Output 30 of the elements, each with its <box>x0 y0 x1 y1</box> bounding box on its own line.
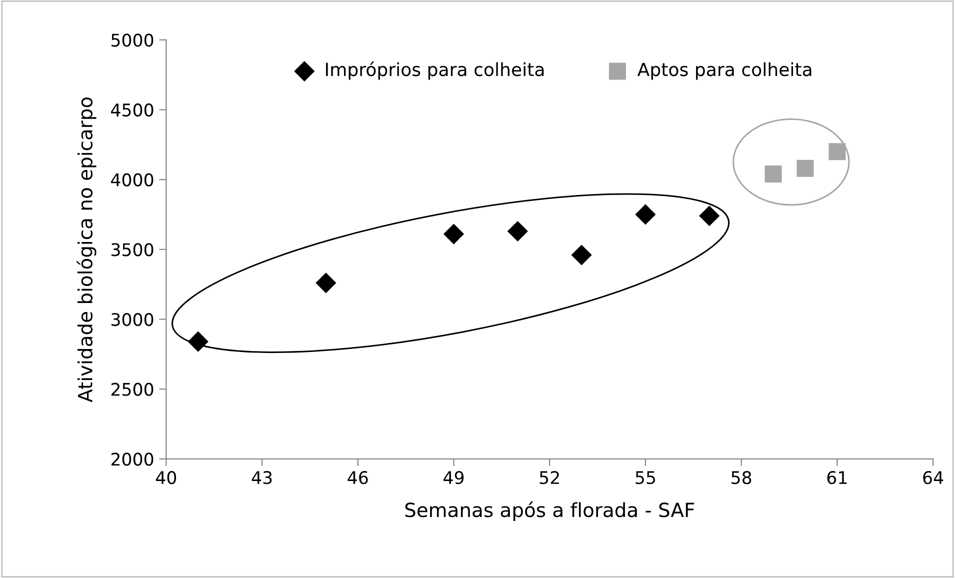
x-tick-label: 46 <box>348 471 368 484</box>
legend-label: Impróprios para colheita <box>326 62 544 80</box>
x-tick-label: 52 <box>540 471 559 484</box>
point <box>507 220 528 242</box>
x-tick-label: 58 <box>732 471 752 484</box>
y-tick-label: 3500 <box>112 243 154 256</box>
point <box>571 244 592 266</box>
y-tick-label: 2000 <box>111 452 154 466</box>
y-tick-label: 2500 <box>111 382 154 396</box>
x-tick-label: 55 <box>636 471 655 484</box>
point <box>443 224 464 244</box>
y-tick-label: 5000 <box>112 34 154 47</box>
y-tick-label: 4500 <box>111 103 154 117</box>
legend-label: Aptos para colheita <box>637 62 812 80</box>
x-axis-title: Semanas após a florada - SAF <box>405 501 694 522</box>
x-tick-label: 61 <box>827 471 847 484</box>
point <box>796 160 814 177</box>
x-tick-label: 40 <box>156 471 176 484</box>
y-axis-title: Atividade biológica no epicarpo <box>76 97 96 402</box>
point <box>635 204 656 225</box>
point <box>764 165 782 182</box>
x-tick-label: 64 <box>923 471 944 484</box>
point <box>828 143 846 160</box>
point <box>188 331 208 352</box>
x-tick-label: 43 <box>252 471 272 484</box>
point <box>699 206 720 226</box>
y-tick-label: 4000 <box>111 173 154 186</box>
y-tick-label: 3000 <box>112 312 154 326</box>
point <box>316 272 336 294</box>
x-tick-label: 49 <box>444 471 464 484</box>
